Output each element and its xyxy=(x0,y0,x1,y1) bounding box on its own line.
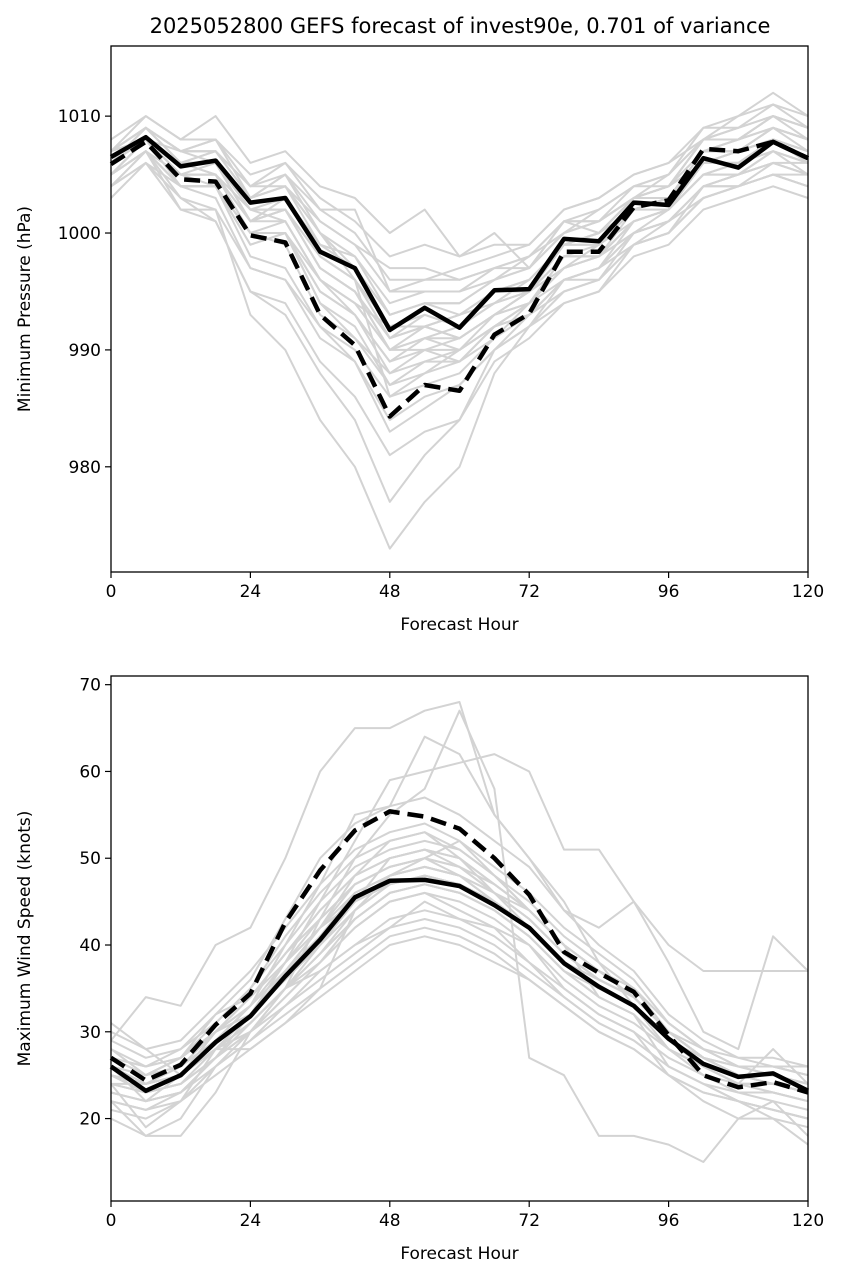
pressure-y-tick-label: 1010 xyxy=(58,107,101,127)
wind-x-tick-label: 96 xyxy=(658,1211,680,1231)
wind-x-axis-label: Forecast Hour xyxy=(400,1244,518,1264)
wind-x-tick-label: 72 xyxy=(518,1211,540,1231)
wind-y-ticks: 20 30 40 50 60 70 xyxy=(79,676,111,1130)
wind-axes-frame xyxy=(110,675,809,1202)
wind-x-tick-label: 0 xyxy=(106,1211,117,1231)
wind-y-tick-label: 40 xyxy=(79,936,101,956)
pressure-mean-line xyxy=(109,134,809,333)
wind-principal-line-group xyxy=(109,809,809,1095)
wind-y-tick-label: 50 xyxy=(79,849,101,869)
pressure-member-line-29 xyxy=(110,126,809,316)
wind-y-tick-label: 60 xyxy=(79,762,101,782)
pressure-y-tick-label: 980 xyxy=(69,458,101,478)
wind-x-tick-label: 48 xyxy=(379,1211,401,1231)
pressure-principal-line xyxy=(109,139,809,419)
pressure-x-tick-label: 96 xyxy=(658,582,680,602)
pressure-y-ticks: 980 990 1000 1010 xyxy=(58,107,111,478)
wind-y-tick-label: 30 xyxy=(79,1023,101,1043)
wind-principal-line xyxy=(109,809,809,1095)
pressure-y-axis-label: Minimum Pressure (hPa) xyxy=(15,206,35,412)
pressure-x-tick-label: 0 xyxy=(106,582,117,602)
wind-y-tick-label: 70 xyxy=(79,676,101,696)
wind-member-line-2 xyxy=(110,709,809,1163)
wind-x-tick-label: 120 xyxy=(792,1211,824,1231)
wind-member-line-28 xyxy=(110,891,809,1103)
wind-y-tick-label: 20 xyxy=(79,1110,101,1130)
wind-member-line-10 xyxy=(110,796,809,1068)
wind-x-tick-label: 24 xyxy=(240,1211,262,1231)
pressure-member-lines xyxy=(110,91,809,550)
wind-member-line-1 xyxy=(110,701,809,1051)
wind-x-ticks: 0 24 48 72 96 120 xyxy=(106,1201,824,1231)
pressure-y-tick-label: 990 xyxy=(69,341,101,361)
pressure-principal-line-group xyxy=(109,139,809,419)
wind-mean-line-group xyxy=(109,877,810,1094)
chart-title: 2025052800 GEFS forecast of invest90e, 0… xyxy=(150,14,771,38)
pressure-x-axis-label: Forecast Hour xyxy=(400,615,518,635)
pressure-y-tick-label: 1000 xyxy=(58,224,101,244)
pressure-member-line-32 xyxy=(110,138,809,351)
pressure-mean-line-group xyxy=(109,134,809,333)
wind-mean-line xyxy=(109,877,810,1094)
pressure-x-ticks: 0 24 48 72 96 120 xyxy=(106,572,824,602)
pressure-x-tick-label: 72 xyxy=(518,582,540,602)
wind-member-line-24 xyxy=(110,935,809,1120)
pressure-panel: 0 24 48 72 96 120 980 990 1000 1010 Forecast Hou… xyxy=(15,45,824,635)
pressure-x-tick-label: 24 xyxy=(240,582,262,602)
pressure-member-line-14 xyxy=(110,103,809,258)
pressure-x-tick-label: 120 xyxy=(792,582,824,602)
pressure-member-line-11 xyxy=(110,150,809,457)
pressure-axes-frame xyxy=(110,45,809,573)
wind-member-line-29 xyxy=(110,848,809,1077)
wind-member-lines xyxy=(110,701,809,1163)
pressure-member-line-6 xyxy=(110,91,809,293)
wind-y-axis-label: Maximum Wind Speed (knots) xyxy=(15,811,35,1067)
pressure-x-tick-label: 48 xyxy=(379,582,401,602)
